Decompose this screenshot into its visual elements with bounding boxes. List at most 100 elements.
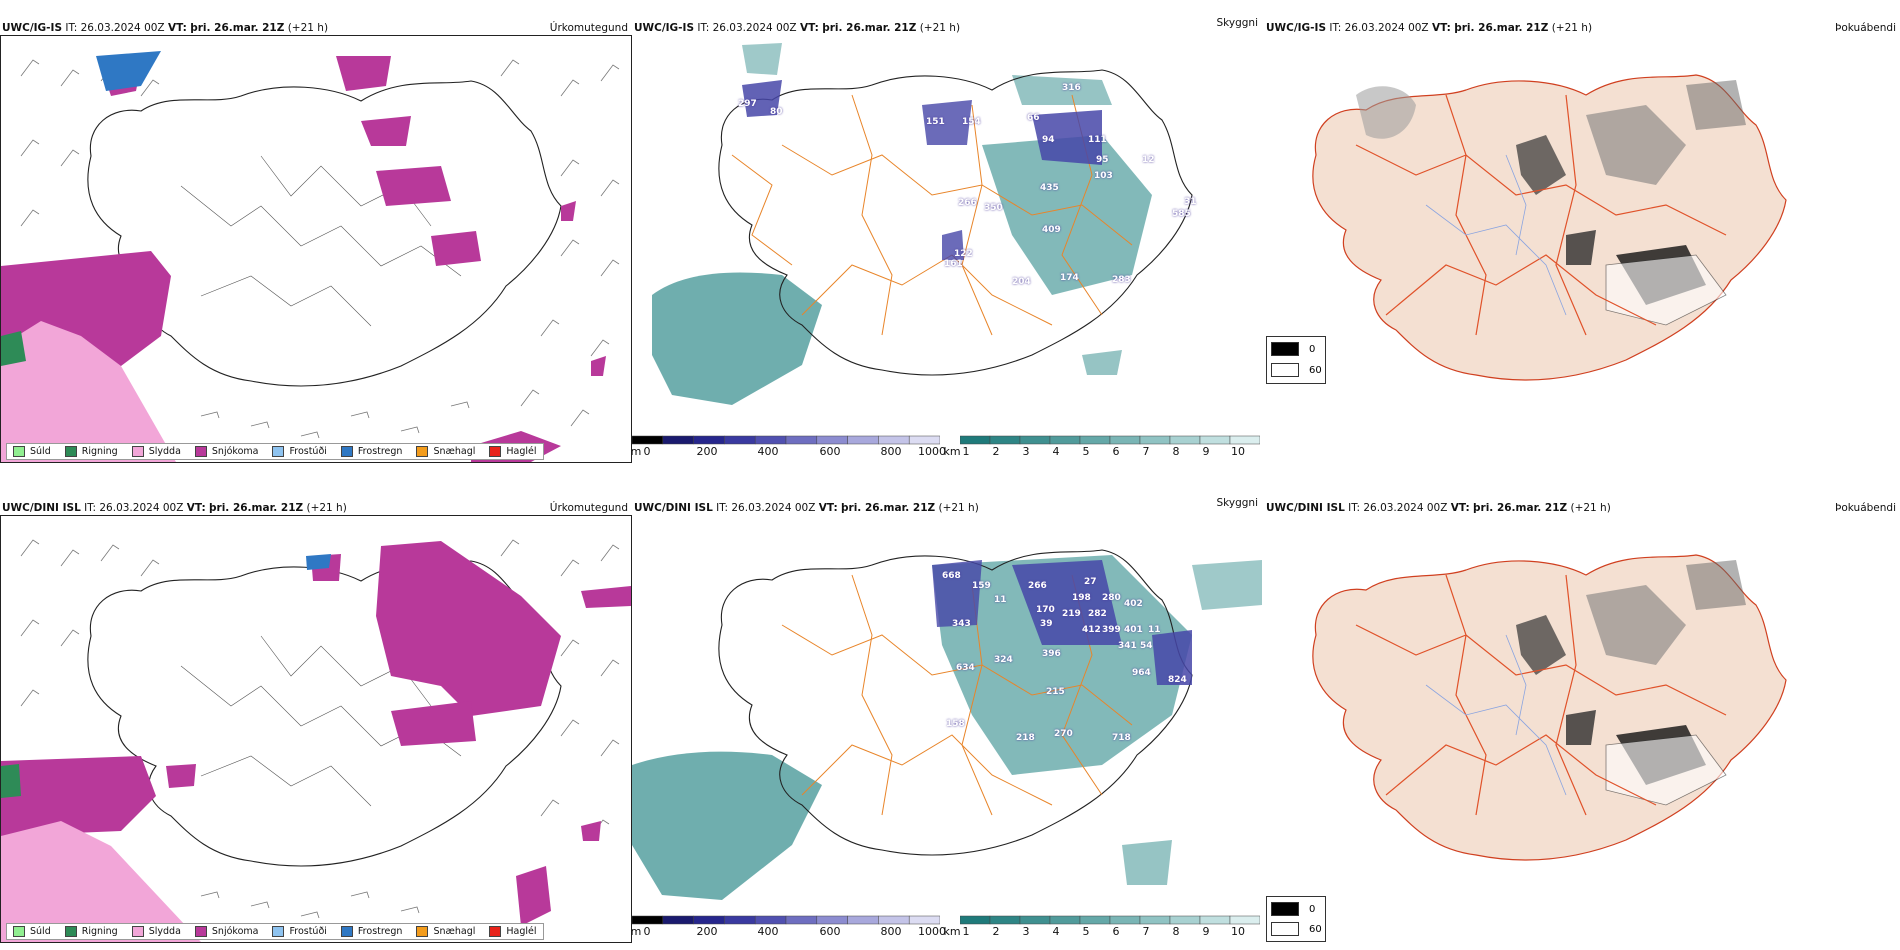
it-label: IT: — [716, 502, 729, 514]
precip-title: Úrkomutegund — [549, 502, 628, 514]
lead-time: (+21 h) — [1570, 502, 1611, 514]
it-label: IT: — [1329, 22, 1342, 34]
colorbar-tick: 2 — [992, 925, 1000, 938]
vt-label: VT: — [818, 502, 838, 514]
colorbar-tick: 2 — [992, 445, 1000, 458]
vis-value: 280 — [1102, 593, 1121, 603]
vis-value: 343 — [952, 619, 971, 629]
fog-legend-label: 0 — [1309, 343, 1316, 355]
vt-label: VT: — [186, 502, 206, 514]
colorbar-tick: 1000 — [918, 445, 946, 458]
colorbar-tick: 1 — [962, 925, 970, 938]
vis-value: 409 — [1042, 225, 1061, 235]
panel-header: UWC/DINI ISL IT: 26.03.2024 00Z VT: þri.… — [634, 502, 979, 514]
fog-legend: 0 60 — [1266, 336, 1326, 384]
low-visibility-patches — [742, 80, 1102, 260]
lead-time: (+21 h) — [938, 502, 979, 514]
valid-time: þri. 26.mar. 21Z — [1473, 502, 1568, 514]
fog-title: Þokuábendi — [1835, 22, 1896, 34]
vis-value: 66 — [1027, 113, 1040, 123]
vis-value: 11 — [1148, 625, 1161, 635]
colorbar-tick: 4 — [1052, 445, 1060, 458]
legend-item-sudl: Súld — [13, 446, 51, 457]
panel-header: UWC/IG-IS IT: 26.03.2024 00Z VT: þri. 26… — [634, 22, 960, 34]
lead-time: (+21 h) — [306, 502, 347, 514]
fog-legend-label: 60 — [1309, 364, 1322, 376]
precip-map — [0, 515, 632, 943]
init-time: 26.03.2024 00Z — [80, 22, 165, 34]
fog-map — [1266, 35, 1896, 425]
vis-value: 435 — [1040, 183, 1059, 193]
vis-value: 111 — [1088, 135, 1107, 145]
colorbar-tick: 5 — [1082, 445, 1090, 458]
precip-title: Úrkomutegund — [549, 22, 628, 34]
vis-colorbar-km-ticks: km 1 2 3 4 5 6 7 8 9 10 — [943, 445, 1264, 461]
vis-value: 95 — [1096, 155, 1109, 165]
rain-area — [1, 331, 26, 366]
vis-value: 161 — [944, 259, 963, 269]
visibility-fields — [652, 43, 1152, 405]
vis-value: 11 — [994, 595, 1007, 605]
init-time: 26.03.2024 00Z — [99, 502, 184, 514]
fog-legend: 0 60 — [1266, 896, 1326, 942]
colorbar-tick: 8 — [1172, 445, 1180, 458]
vis-value: 198 — [1072, 593, 1091, 603]
vis-value: 668 — [942, 571, 961, 581]
legend-item-frostregn: Frostregn — [340, 446, 402, 457]
vis-value: 402 — [1124, 599, 1143, 609]
glacier-outline — [1605, 254, 1727, 326]
vis-value: 170 — [1036, 605, 1055, 615]
snow-areas — [1, 541, 631, 926]
colorbar-tick: 800 — [880, 925, 902, 938]
colorbar-tick: 10 — [1231, 925, 1245, 938]
valid-time: þri. 26.mar. 21Z — [190, 22, 285, 34]
vt-label: VT: — [1431, 22, 1451, 34]
vis-value: 401 — [1124, 625, 1143, 635]
freezing-rain-area — [96, 51, 161, 91]
colorbar-tick: 6 — [1112, 445, 1120, 458]
vis-value: 824 — [1168, 675, 1187, 685]
colorbar-unit: m — [630, 925, 642, 938]
panel-header: UWC/DINI ISL IT: 26.03.2024 00Z VT: þri.… — [1266, 502, 1611, 514]
vt-label: VT: — [799, 22, 819, 34]
colorbar-tick: 9 — [1202, 445, 1210, 458]
sleet-area — [1, 821, 201, 942]
it-label: IT: — [84, 502, 97, 514]
valid-time: þri. 26.mar. 21Z — [209, 502, 304, 514]
legend-item-rigning: Rigning — [64, 446, 118, 457]
vis-value: 158 — [946, 719, 965, 729]
road-network — [731, 94, 1133, 336]
it-label: IT: — [697, 22, 710, 34]
vis-map: 668 159 11 266 27 198 170 282 280 402 39… — [632, 515, 1264, 915]
colorbar-tick: 200 — [696, 445, 718, 458]
vis-panel-1: UWC/IG-IS IT: 26.03.2024 00Z VT: þri. 26… — [631, 13, 1264, 463]
legend-item-snjokoma: Snjókoma — [194, 926, 258, 937]
vis-value: 80 — [770, 107, 783, 117]
legend-item-haglel: Haglél — [489, 446, 537, 457]
vis-value: 94 — [1042, 135, 1055, 145]
vis-value: 399 — [1102, 625, 1121, 635]
vis-value: 154 — [962, 117, 981, 127]
vis-value: 159 — [972, 581, 991, 591]
vis-value: 585 — [1172, 209, 1191, 219]
fog-legend-item: 0 — [1271, 902, 1315, 916]
vis-value: 54 — [1140, 641, 1153, 651]
vis-value: 12 — [1142, 155, 1155, 165]
vis-map: 316 297 80 151 66 154 94 111 95 12 103 4… — [632, 35, 1264, 435]
colorbar-tick: 0 — [643, 445, 651, 458]
fog-legend-item: 60 — [1271, 363, 1322, 377]
colorbar-tick: 7 — [1142, 925, 1150, 938]
rain-area — [1, 764, 21, 798]
colorbar-tick: 400 — [757, 445, 779, 458]
legend-item-frostregn: Frostregn — [340, 926, 402, 937]
legend-item-slydda: Slydda — [131, 446, 181, 457]
vis-value: 266 — [1028, 581, 1047, 591]
vis-value: 297 — [738, 99, 757, 109]
init-time: 26.03.2024 00Z — [731, 502, 816, 514]
colorbar-tick: 0 — [643, 925, 651, 938]
colorbar-tick: 400 — [757, 925, 779, 938]
vt-label: VT: — [167, 22, 187, 34]
legend-item-snaehagl: Snæhagl — [416, 926, 475, 937]
vis-value: 324 — [994, 655, 1013, 665]
colorbar-tick: 1000 — [918, 925, 946, 938]
